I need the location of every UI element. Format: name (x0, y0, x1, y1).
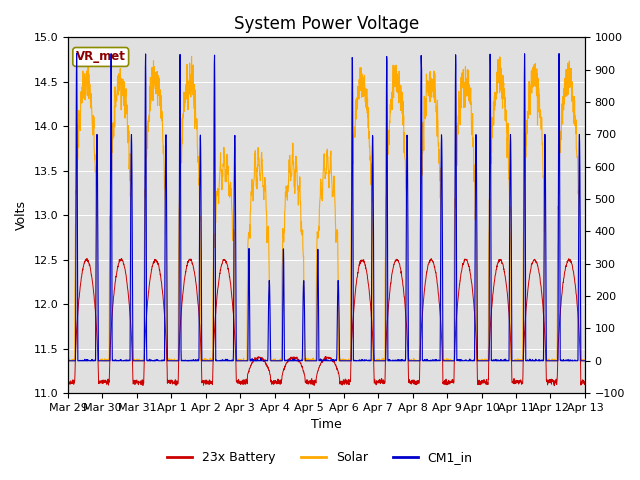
X-axis label: Time: Time (311, 419, 342, 432)
Title: System Power Voltage: System Power Voltage (234, 15, 419, 33)
Y-axis label: Volts: Volts (15, 200, 28, 230)
Legend: 23x Battery, Solar, CM1_in: 23x Battery, Solar, CM1_in (163, 446, 477, 469)
Text: VR_met: VR_met (76, 50, 125, 63)
